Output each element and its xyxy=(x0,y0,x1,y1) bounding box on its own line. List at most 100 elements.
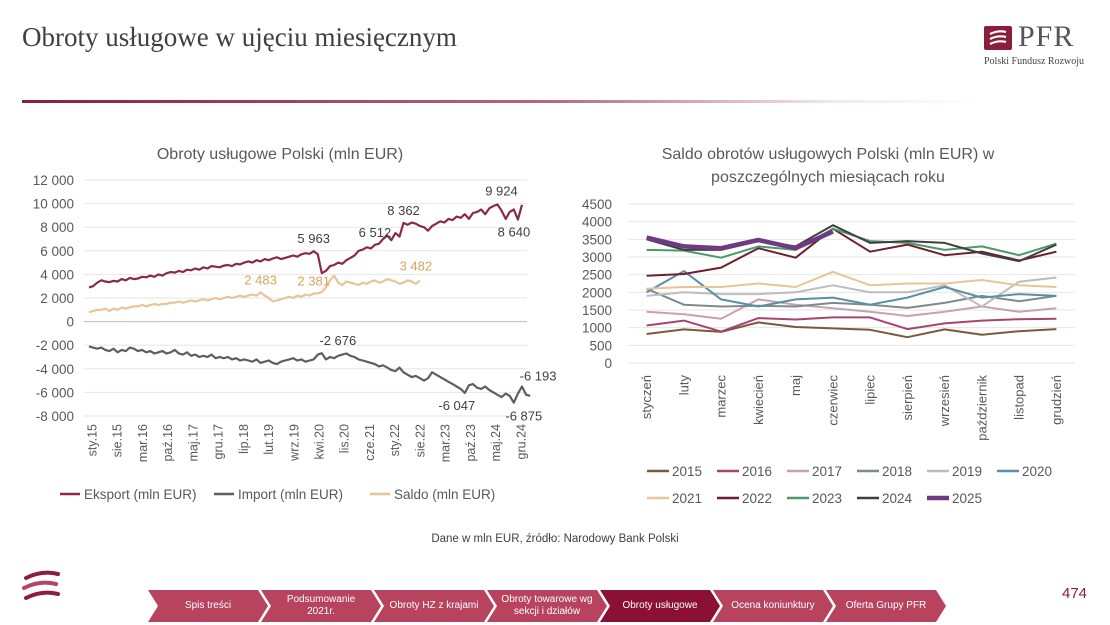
x-tick-label: sierpień xyxy=(900,375,915,421)
y-tick-label: 8 000 xyxy=(40,220,74,235)
y-tick-label: 2000 xyxy=(582,285,612,300)
y-tick-label: -8 000 xyxy=(36,409,74,424)
y-tick-label: 4 000 xyxy=(40,267,74,282)
legend-label: 2019 xyxy=(952,464,982,479)
x-tick-label: sie.22 xyxy=(413,424,427,457)
bottom-navigation: Spis treści Podsumowanie 2021r. Obroty H… xyxy=(148,590,968,622)
x-tick-label: paź.16 xyxy=(161,424,175,462)
logo-subtitle: Polski Fundusz Rozwoju xyxy=(984,56,1085,67)
x-tick-label: sie.15 xyxy=(111,424,125,457)
x-tick-label: gru.17 xyxy=(212,424,226,459)
x-tick-label: mar.16 xyxy=(136,424,150,462)
x-tick-label: paź.23 xyxy=(464,424,478,462)
x-tick-label: marzec xyxy=(714,375,729,418)
series-line-2017 xyxy=(646,298,1057,320)
data-label: 8 362 xyxy=(387,203,420,218)
y-tick-label: -4 000 xyxy=(36,362,74,377)
data-label: 8 640 xyxy=(498,225,531,240)
data-label: -6 875 xyxy=(505,409,542,424)
x-tick-label: kwiecień xyxy=(751,375,766,425)
data-label: 2 381 xyxy=(297,274,330,289)
series-line-eksport xyxy=(88,203,524,289)
chart-monthly-balance: Saldo obrotów usługowych Polski (mln EUR… xyxy=(582,146,1075,506)
pfr-logo: PFR Polski Fundusz Rozwoju xyxy=(984,20,1094,72)
data-label: -6 193 xyxy=(520,369,557,384)
data-label: 9 924 xyxy=(485,183,518,198)
nav-obroty-hz[interactable]: Obroty HZ z krajami xyxy=(374,590,494,622)
y-tick-label: 2500 xyxy=(582,268,612,283)
x-tick-label: mar.23 xyxy=(439,424,453,462)
y-tick-label: 2 000 xyxy=(40,291,74,306)
legend-label: 2022 xyxy=(742,491,772,506)
y-tick-label: 0 xyxy=(604,356,612,371)
y-tick-label: 3000 xyxy=(582,250,612,265)
x-tick-label: lis.20 xyxy=(338,424,352,453)
x-tick-label: cze.21 xyxy=(363,424,377,461)
x-tick-label: lipiec xyxy=(863,375,878,405)
x-tick-label: wrzesień xyxy=(937,375,952,427)
y-tick-label: 4500 xyxy=(582,197,612,212)
logo-text: PFR xyxy=(1018,20,1075,53)
slide-number: 474 xyxy=(1062,585,1088,602)
x-tick-label: maj.17 xyxy=(186,424,200,462)
source-note: Dane w mln EUR, źródło: Narodowy Bank Po… xyxy=(431,533,679,545)
series-line-2016 xyxy=(646,316,1057,333)
nav-oferta-pfr[interactable]: Oferta Grupy PFR xyxy=(826,590,946,622)
legend-label: 2020 xyxy=(1022,464,1052,479)
x-tick-label: maj.24 xyxy=(489,424,503,462)
nav-obroty-uslugowe[interactable]: Obroty usługowe xyxy=(600,590,720,622)
data-label: -2 676 xyxy=(319,333,356,348)
legend-label: 2021 xyxy=(672,491,702,506)
legend-label: 2025 xyxy=(952,491,982,506)
x-tick-label: gru.24 xyxy=(514,424,528,459)
legend-label: Saldo (mln EUR) xyxy=(394,487,495,502)
x-tick-label: luty xyxy=(676,375,691,396)
x-tick-label: czerwiec xyxy=(825,375,840,426)
legend-label: Import (mln EUR) xyxy=(238,487,343,502)
series-line-2015 xyxy=(646,321,1057,339)
nav-podsumowanie[interactable]: Podsumowanie 2021r. xyxy=(261,590,381,622)
legend-label: Eksport (mln EUR) xyxy=(84,487,197,502)
x-tick-label: styczeń xyxy=(639,375,654,419)
page-title: Obroty usługowe w ujęciu miesięcznym xyxy=(22,22,457,52)
header-divider xyxy=(22,100,982,103)
y-tick-label: -2 000 xyxy=(36,338,74,353)
x-tick-label: lip.18 xyxy=(237,424,251,454)
x-tick-label: grudzień xyxy=(1049,375,1064,425)
legend-label: 2023 xyxy=(812,491,842,506)
nav-spis-tresci[interactable]: Spis treści xyxy=(148,590,268,622)
y-tick-label: 12 000 xyxy=(33,173,74,188)
data-label: 5 963 xyxy=(297,231,330,246)
data-label: 3 482 xyxy=(400,259,433,274)
chart-legend: Eksport (mln EUR) Import (mln EUR) Saldo (… xyxy=(60,487,495,502)
legend-label: 2015 xyxy=(672,464,702,479)
x-tick-label: sty.22 xyxy=(388,424,402,456)
nav-ocena-koniunktury[interactable]: Ocena koniunktury xyxy=(713,590,833,622)
x-tick-label: kwi.20 xyxy=(312,424,326,459)
y-tick-label: -6 000 xyxy=(36,385,74,400)
data-label: -6 047 xyxy=(438,398,475,413)
series-line-2022 xyxy=(646,227,1057,277)
legend-label: 2024 xyxy=(882,491,913,506)
nav-obroty-towarowe[interactable]: Obroty towarowe wg sekcji i działów xyxy=(487,590,607,622)
series-line-2021 xyxy=(646,270,1057,290)
chart-title-line: poszczególnych miesiącach roku xyxy=(711,169,945,186)
x-tick-label: lut.19 xyxy=(262,424,276,455)
pfr-mark-icon xyxy=(22,570,60,600)
x-tick-label: wrz.19 xyxy=(287,424,301,462)
y-tick-label: 6 000 xyxy=(40,244,74,259)
series-line-import xyxy=(88,345,531,404)
x-tick-label: listopad xyxy=(1012,375,1027,420)
series-line-saldo xyxy=(88,274,421,314)
data-label: 2 483 xyxy=(244,272,277,287)
legend-label: 2017 xyxy=(812,464,842,479)
chart-title: Obroty usługowe Polski (mln EUR) xyxy=(157,146,403,163)
y-tick-label: 3500 xyxy=(582,232,612,247)
x-tick-label: maj xyxy=(788,375,803,396)
chart-legend: 2015 2016 2017 2018 2019 2020 2021 2022 2023 2024… xyxy=(647,464,1052,506)
y-tick-label: 4000 xyxy=(582,215,612,230)
series-line-2020 xyxy=(646,270,1057,308)
series-line-2025 xyxy=(646,229,834,251)
y-tick-label: 10 000 xyxy=(33,197,74,212)
legend-label: 2016 xyxy=(742,464,772,479)
